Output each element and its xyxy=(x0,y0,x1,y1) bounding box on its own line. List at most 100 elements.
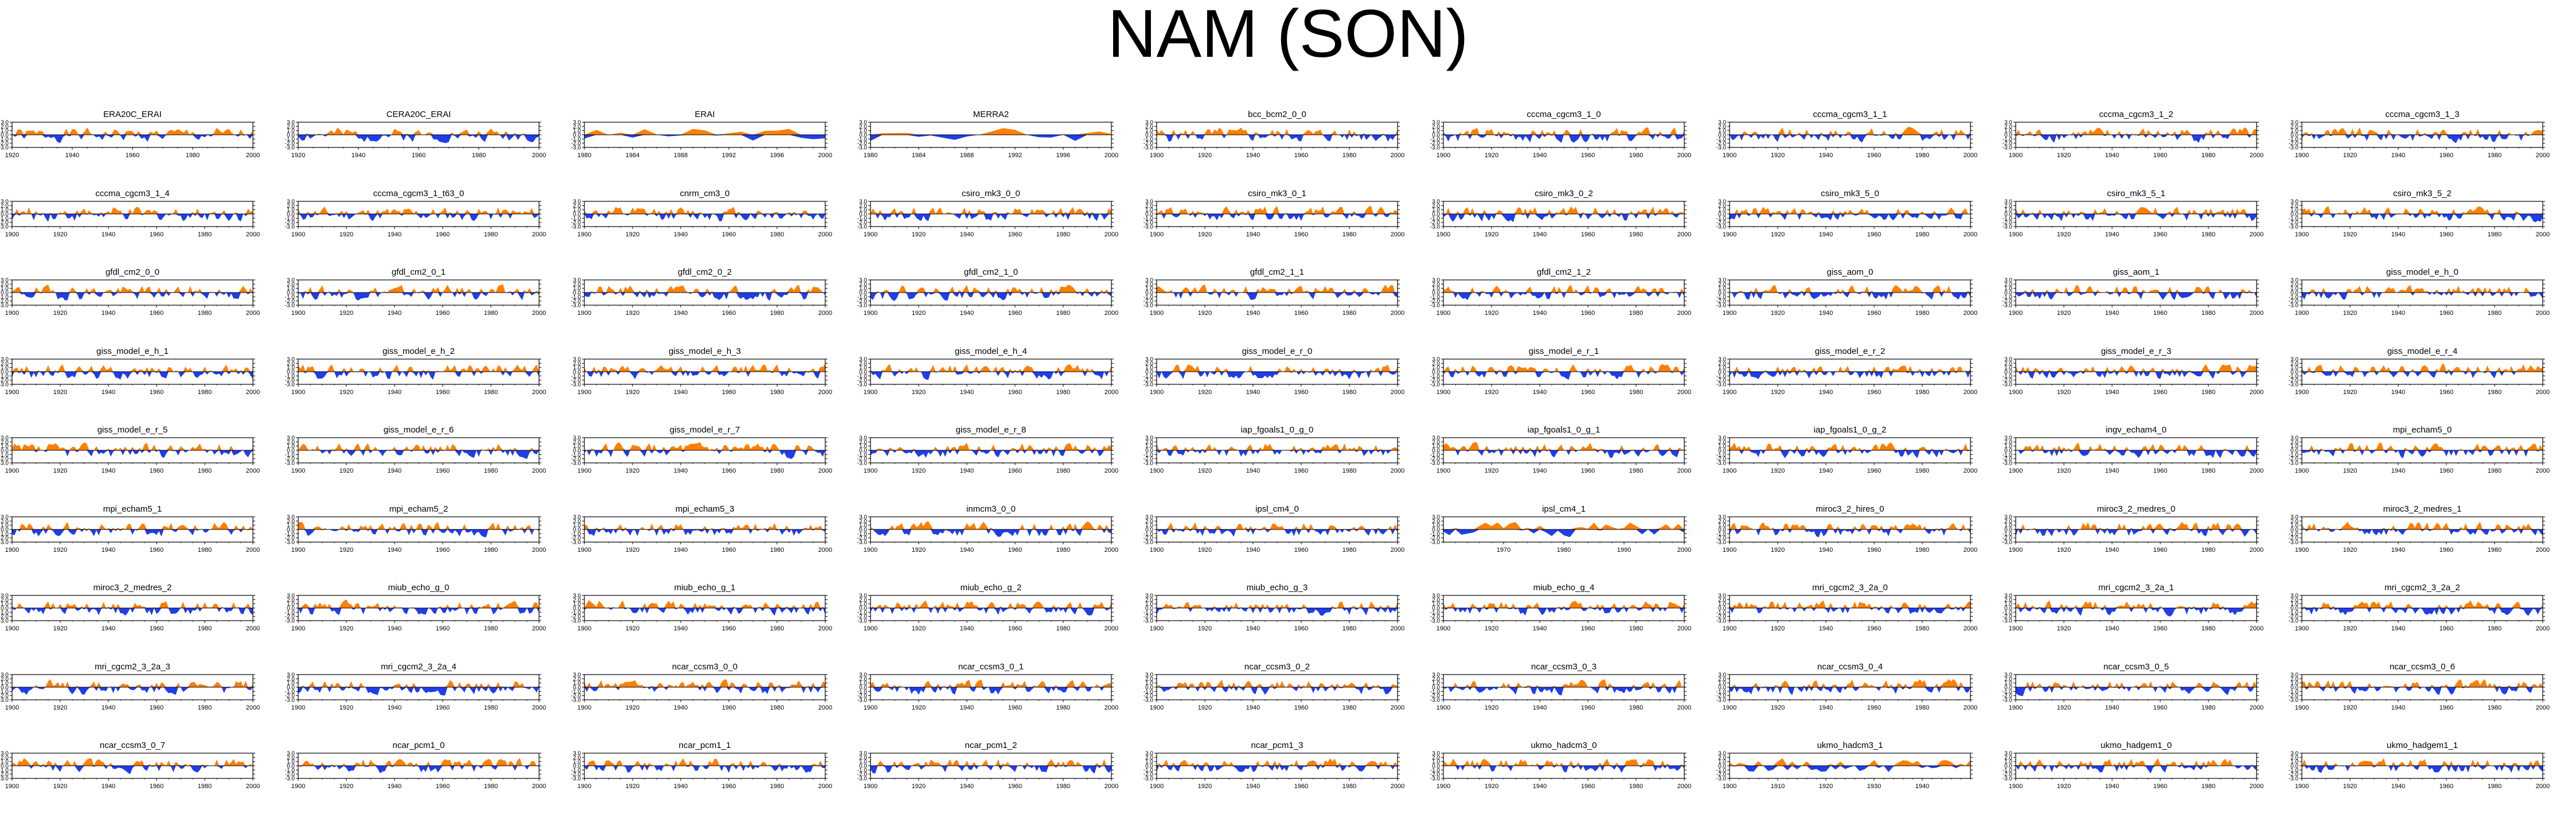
y-tick-label: 3.0 xyxy=(1,751,9,757)
y-tick-label: -1.0 xyxy=(1716,531,1727,537)
y-tick-label: -2.0 xyxy=(285,535,295,541)
panel-miroc3_2_medres_2: miroc3_2_medres_2 3.02.01.00.0-1.0-2.0-3.… xyxy=(0,583,260,632)
x-tick-label: 1940 xyxy=(1819,467,1833,474)
panel-title: giss_model_e_r_4 xyxy=(2387,346,2458,356)
x-tick-label: 2000 xyxy=(532,389,546,396)
positive-area xyxy=(12,679,253,687)
x-tick-label: 1980 xyxy=(1629,389,1643,396)
x-tick-label: 1920 xyxy=(2343,310,2357,317)
x-tick-label: 2000 xyxy=(818,231,832,238)
y-tick-label: 0.0 xyxy=(573,685,581,691)
x-tick-label: 2000 xyxy=(246,389,260,396)
positive-area xyxy=(871,285,1111,293)
panel-title: bcc_bcm2_0_0 xyxy=(1248,110,1306,119)
x-tick-label: 1900 xyxy=(291,704,305,711)
x-tick-label: 1900 xyxy=(864,625,877,632)
x-tick-label: 1980 xyxy=(1342,704,1356,711)
y-tick-label: -1.0 xyxy=(0,452,9,458)
y-tick-label: -3.0 xyxy=(285,461,295,467)
y-tick-label: 3.0 xyxy=(1718,435,1726,442)
negative-area xyxy=(1157,135,1398,142)
x-tick-label: 1900 xyxy=(1437,783,1450,790)
x-tick-label: 1920 xyxy=(2057,783,2071,790)
x-tick-label: 1960 xyxy=(1294,152,1308,159)
positive-area xyxy=(1730,442,1970,450)
y-tick-label: 0.0 xyxy=(859,369,867,376)
x-tick-label: 1900 xyxy=(1437,231,1450,238)
x-tick-label: 1900 xyxy=(577,704,591,711)
y-tick-label: 2.0 xyxy=(1,755,9,761)
x-tick-label: 1900 xyxy=(1437,389,1450,396)
y-tick-label: 1.0 xyxy=(2290,443,2298,450)
y-tick-label: 2.0 xyxy=(2290,519,2298,525)
y-tick-label: -1.0 xyxy=(285,610,295,616)
y-tick-label: -1.0 xyxy=(2003,610,2013,616)
x-tick-label: 1980 xyxy=(770,625,784,632)
positive-area xyxy=(2016,442,2257,450)
y-tick-label: -3.0 xyxy=(571,618,581,625)
y-tick-label: 1.0 xyxy=(1,443,9,450)
y-tick-label: 3.0 xyxy=(287,357,295,363)
x-tick-label: 1920 xyxy=(912,467,926,474)
y-tick-label: 2.0 xyxy=(2290,439,2298,446)
y-tick-label: 3.0 xyxy=(1145,593,1153,599)
x-tick-label: 1960 xyxy=(1581,231,1595,238)
positive-area xyxy=(1157,284,1398,293)
y-tick-label: -1.0 xyxy=(2289,373,2299,380)
x-tick-label: 1980 xyxy=(1629,783,1643,790)
panel-title: ERA20C_ERAI xyxy=(103,110,162,119)
negative-area xyxy=(1730,608,1970,614)
x-tick-label: 2000 xyxy=(818,467,832,474)
y-tick-label: -3.0 xyxy=(1143,303,1154,309)
y-tick-label: 0.0 xyxy=(2004,369,2012,376)
x-tick-label: 1960 xyxy=(1294,625,1308,632)
x-tick-label: 2000 xyxy=(1391,547,1404,554)
x-tick-label: 1960 xyxy=(150,310,163,317)
negative-area xyxy=(1443,529,1684,537)
x-tick-label: 1920 xyxy=(1771,547,1785,554)
y-tick-label: -3.0 xyxy=(2003,776,2013,782)
y-tick-label: 1.0 xyxy=(1432,523,1440,529)
y-tick-label: 2.0 xyxy=(859,755,867,761)
y-tick-label: 0.0 xyxy=(1,763,9,770)
panel-miroc3_2_medres_0: miroc3_2_medres_0 3.02.01.00.0-1.0-2.0-3.… xyxy=(2003,504,2263,554)
x-tick-label: 1900 xyxy=(1437,310,1450,317)
y-tick-label: -1.0 xyxy=(1430,531,1441,537)
x-tick-label: 1900 xyxy=(1150,547,1164,554)
x-tick-label: 1960 xyxy=(1294,467,1308,474)
y-tick-label: 2.0 xyxy=(287,439,295,446)
x-tick-label: 2000 xyxy=(1391,389,1404,396)
positive-area xyxy=(12,127,253,135)
y-tick-label: -1.0 xyxy=(1143,216,1154,222)
x-tick-label: 2000 xyxy=(1104,467,1118,474)
x-tick-label: 1960 xyxy=(1294,310,1308,317)
y-tick-label: -1.0 xyxy=(2003,373,2013,380)
y-tick-label: -1.0 xyxy=(1716,373,1727,380)
x-tick-label: 1940 xyxy=(1246,310,1260,317)
x-tick-label: 1900 xyxy=(1150,310,1164,317)
y-tick-label: -3.0 xyxy=(857,303,868,309)
y-tick-label: -1.0 xyxy=(285,767,295,774)
x-tick-label: 2000 xyxy=(2536,310,2550,317)
panel-title: gfdl_cm2_1_1 xyxy=(1250,267,1304,277)
y-tick-label: 0.0 xyxy=(1145,527,1153,533)
x-tick-label: 1900 xyxy=(864,783,877,790)
y-tick-label: 2.0 xyxy=(2004,676,2012,683)
positive-area xyxy=(1730,600,1970,608)
x-tick-label: 1940 xyxy=(1246,547,1260,554)
x-tick-label: 1960 xyxy=(150,547,163,554)
x-tick-label: 1980 xyxy=(198,625,212,632)
x-tick-label: 1960 xyxy=(1008,547,1022,554)
panel-title: miroc3_2_medres_2 xyxy=(93,583,172,593)
x-tick-label: 1980 xyxy=(864,152,877,159)
panel-cccma_cgcm3_1_t63_0: cccma_cgcm3_1_t63_0 3.02.01.00.0-1.0-2.0-… xyxy=(285,189,546,238)
y-tick-label: -1.0 xyxy=(1716,610,1727,616)
y-tick-label: 2.0 xyxy=(1432,597,1440,603)
panel-title: miub_echo_g_1 xyxy=(674,583,736,593)
x-tick-label: 1900 xyxy=(1723,547,1736,554)
y-tick-label: 1.0 xyxy=(573,128,581,134)
x-tick-label: 1900 xyxy=(1150,704,1164,711)
y-tick-label: -3.0 xyxy=(571,303,581,309)
y-tick-label: 2.0 xyxy=(2004,519,2012,525)
